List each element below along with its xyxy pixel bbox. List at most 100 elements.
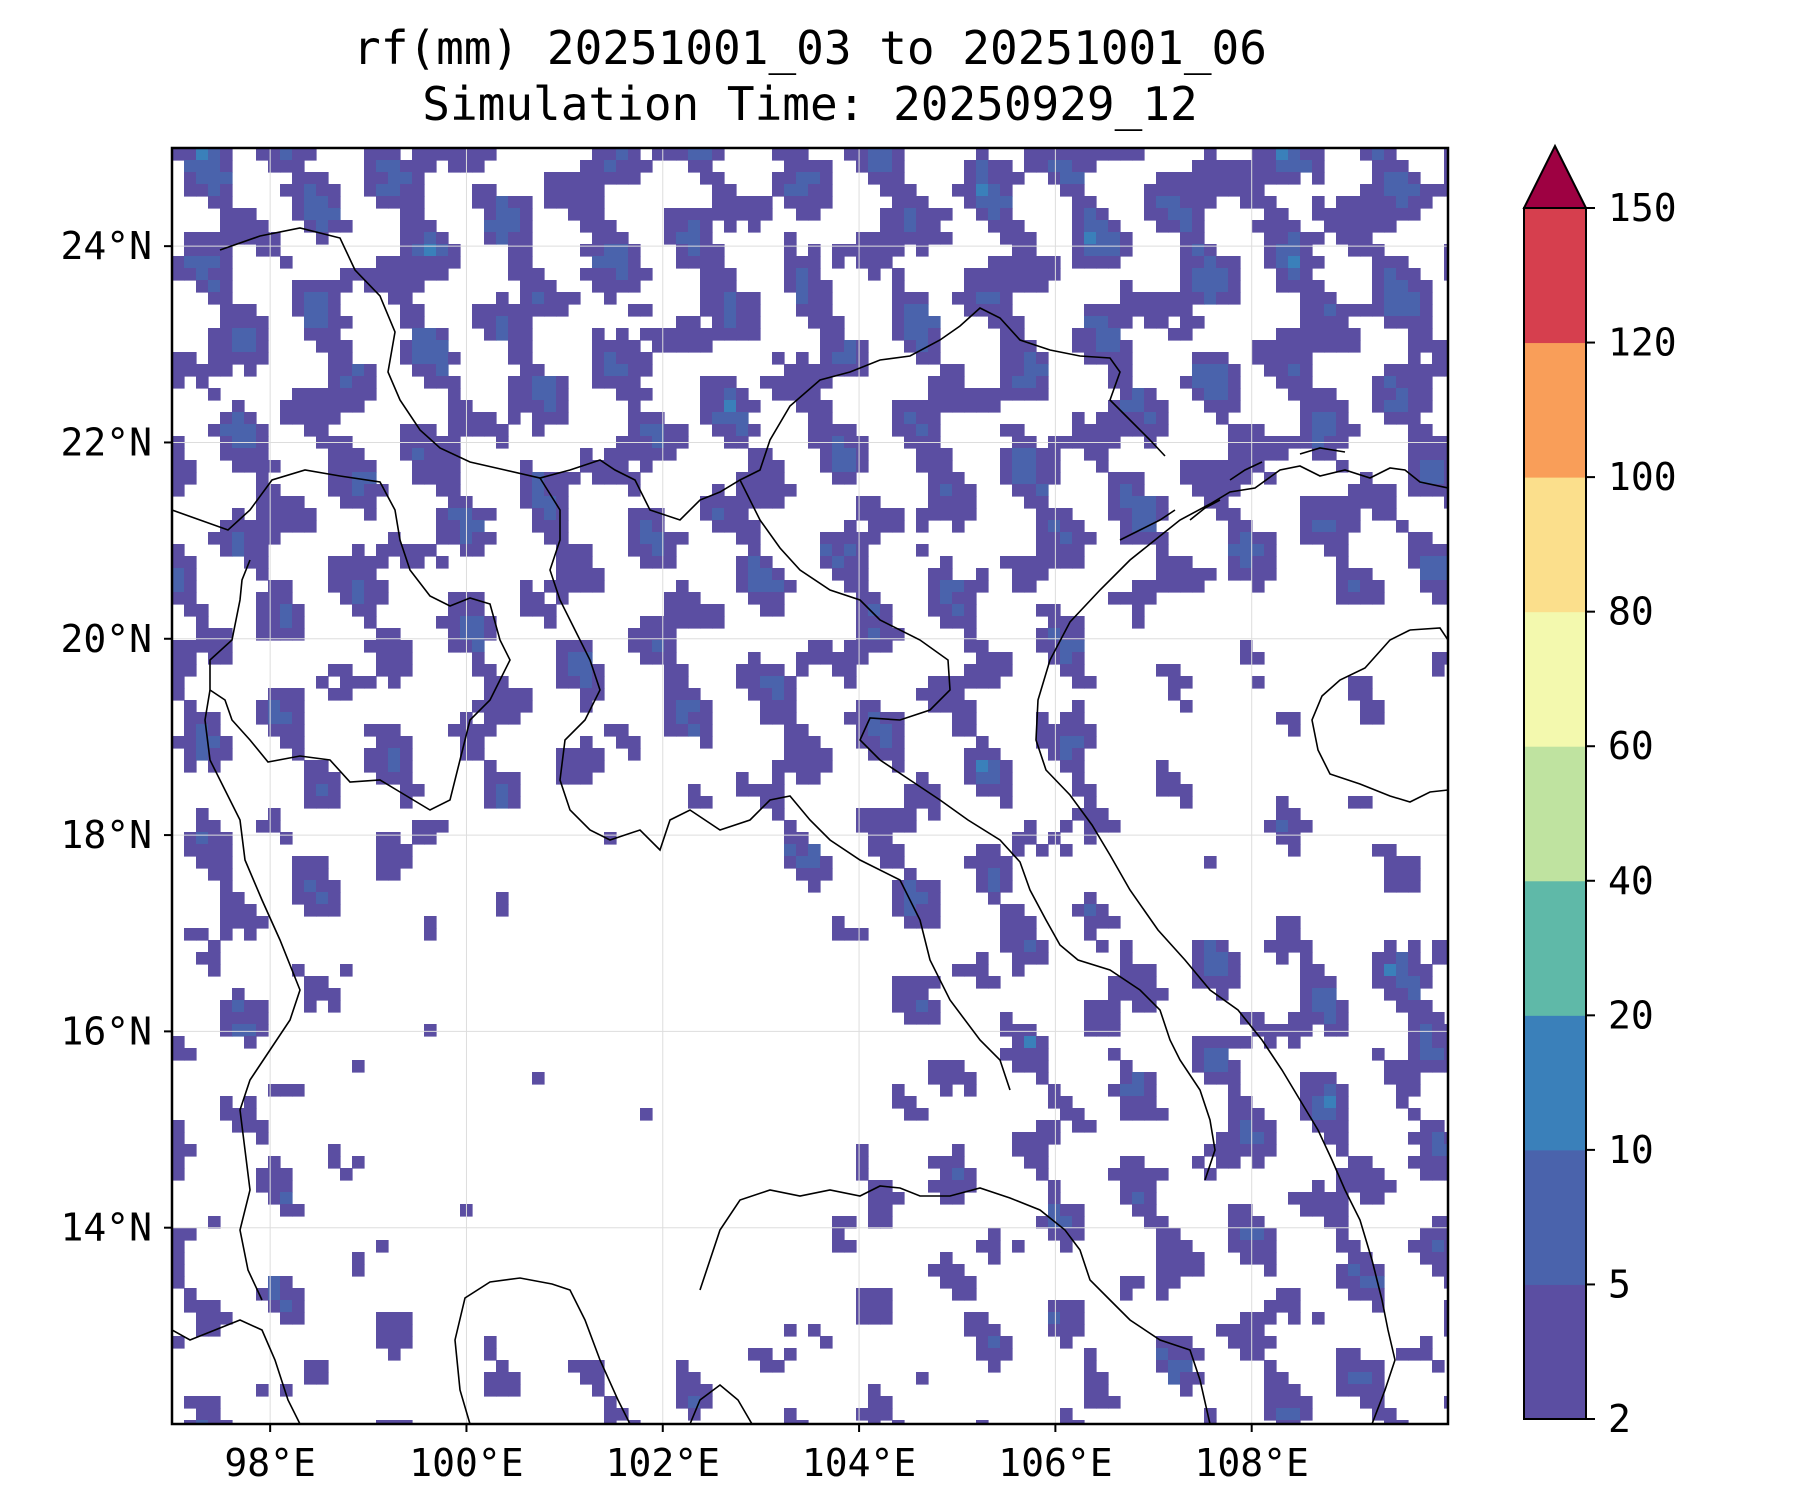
rain-cell [724, 508, 737, 521]
rain-cell [220, 832, 233, 845]
rain-cell [916, 196, 929, 209]
rain-cell [1072, 544, 1085, 557]
rain-cell [1408, 316, 1421, 329]
rain-cell [1300, 364, 1313, 377]
rain-cell [820, 652, 833, 665]
rain-cell [256, 1288, 269, 1301]
rain-cell [1384, 304, 1397, 317]
rain-cell [448, 604, 461, 617]
rain-cell [1060, 1324, 1073, 1337]
rain-cell [1060, 724, 1073, 737]
rain-cell [808, 652, 821, 665]
rain-cell [1336, 1108, 1349, 1121]
rain-cell [520, 328, 533, 341]
rain-cell [1084, 736, 1097, 749]
rain-cell [1072, 1312, 1085, 1325]
rain-cell [508, 400, 521, 413]
rain-cell [988, 1336, 1001, 1349]
rain-cell [1012, 832, 1025, 845]
border-cambodia [699, 1185, 1211, 1424]
rain-cell [1156, 196, 1169, 209]
rain-cell [532, 1072, 545, 1085]
rain-cell [244, 220, 257, 233]
rain-cell [400, 1312, 413, 1325]
rain-cell [292, 1312, 305, 1325]
rain-cell [400, 256, 413, 269]
rain-cell [628, 304, 641, 317]
rain-cell [1096, 1000, 1109, 1013]
rain-cell [364, 592, 377, 605]
rain-cell [508, 328, 521, 341]
rain-cell [1036, 736, 1049, 749]
rain-cell [436, 820, 449, 833]
rain-cell [1408, 304, 1421, 317]
rain-cell [856, 1288, 869, 1301]
rain-cell [1216, 496, 1229, 509]
rain-cell [676, 1360, 689, 1373]
rain-cell [604, 220, 617, 233]
rain-cell [1156, 568, 1169, 581]
rain-cell [388, 196, 401, 209]
rain-cell [1372, 184, 1385, 197]
rain-cell [1288, 364, 1301, 377]
rain-cell [1336, 1024, 1349, 1037]
rain-cell [280, 496, 293, 509]
rain-cell [1420, 1336, 1433, 1349]
rain-cell [916, 1372, 929, 1385]
rain-cell [496, 292, 509, 305]
rain-cell [1384, 496, 1397, 509]
rain-cell [1000, 1336, 1013, 1349]
rain-cell [916, 544, 929, 557]
rain-cell [1108, 1024, 1121, 1037]
rain-cell [856, 700, 869, 713]
rain-cell [508, 316, 521, 329]
rain-cell [196, 376, 209, 389]
rain-cell [628, 508, 641, 521]
rain-cell [772, 604, 785, 617]
rain-cell [1372, 1180, 1385, 1193]
rain-cell [412, 352, 425, 365]
rain-cell [172, 1252, 185, 1265]
rain-cell [1300, 292, 1313, 305]
rainfall-field [172, 148, 1448, 1424]
rain-cell [1288, 844, 1301, 857]
rain-cell [1192, 280, 1205, 293]
rain-cell [400, 856, 413, 869]
rain-cell [628, 520, 641, 533]
rain-cell [196, 280, 209, 293]
rain-cell [1300, 940, 1313, 953]
rain-cell [184, 232, 197, 245]
rain-cell [412, 208, 425, 221]
rain-cell [304, 280, 317, 293]
rain-cell [328, 208, 341, 221]
rain-cell [844, 244, 857, 257]
rain-cell [1300, 304, 1313, 317]
rain-cell [196, 1396, 209, 1409]
rain-cell [1240, 568, 1253, 581]
rain-cell [1192, 952, 1205, 965]
rain-cell [1360, 1288, 1373, 1301]
rain-cell [196, 856, 209, 869]
rain-cell [484, 508, 497, 521]
rain-cell [964, 292, 977, 305]
rain-cell [1444, 580, 1448, 593]
rain-cell [796, 280, 809, 293]
rain-cell [976, 880, 989, 893]
rain-cell [388, 856, 401, 869]
rain-cell [1300, 1024, 1313, 1037]
rain-cell [964, 508, 977, 521]
rain-cell [1216, 1156, 1229, 1169]
rain-cell [292, 196, 305, 209]
rain-cell [1192, 268, 1205, 281]
rain-cell [1024, 832, 1037, 845]
rain-cell [652, 448, 665, 461]
rain-cell [268, 1288, 281, 1301]
rain-cell [1228, 364, 1241, 377]
rain-cell [652, 520, 665, 533]
rain-cell [1204, 256, 1217, 269]
rain-cell [1228, 964, 1241, 977]
rain-cell [1180, 244, 1193, 257]
rain-cell [424, 364, 437, 377]
rain-cell [1336, 1012, 1349, 1025]
rain-cell [304, 400, 317, 413]
